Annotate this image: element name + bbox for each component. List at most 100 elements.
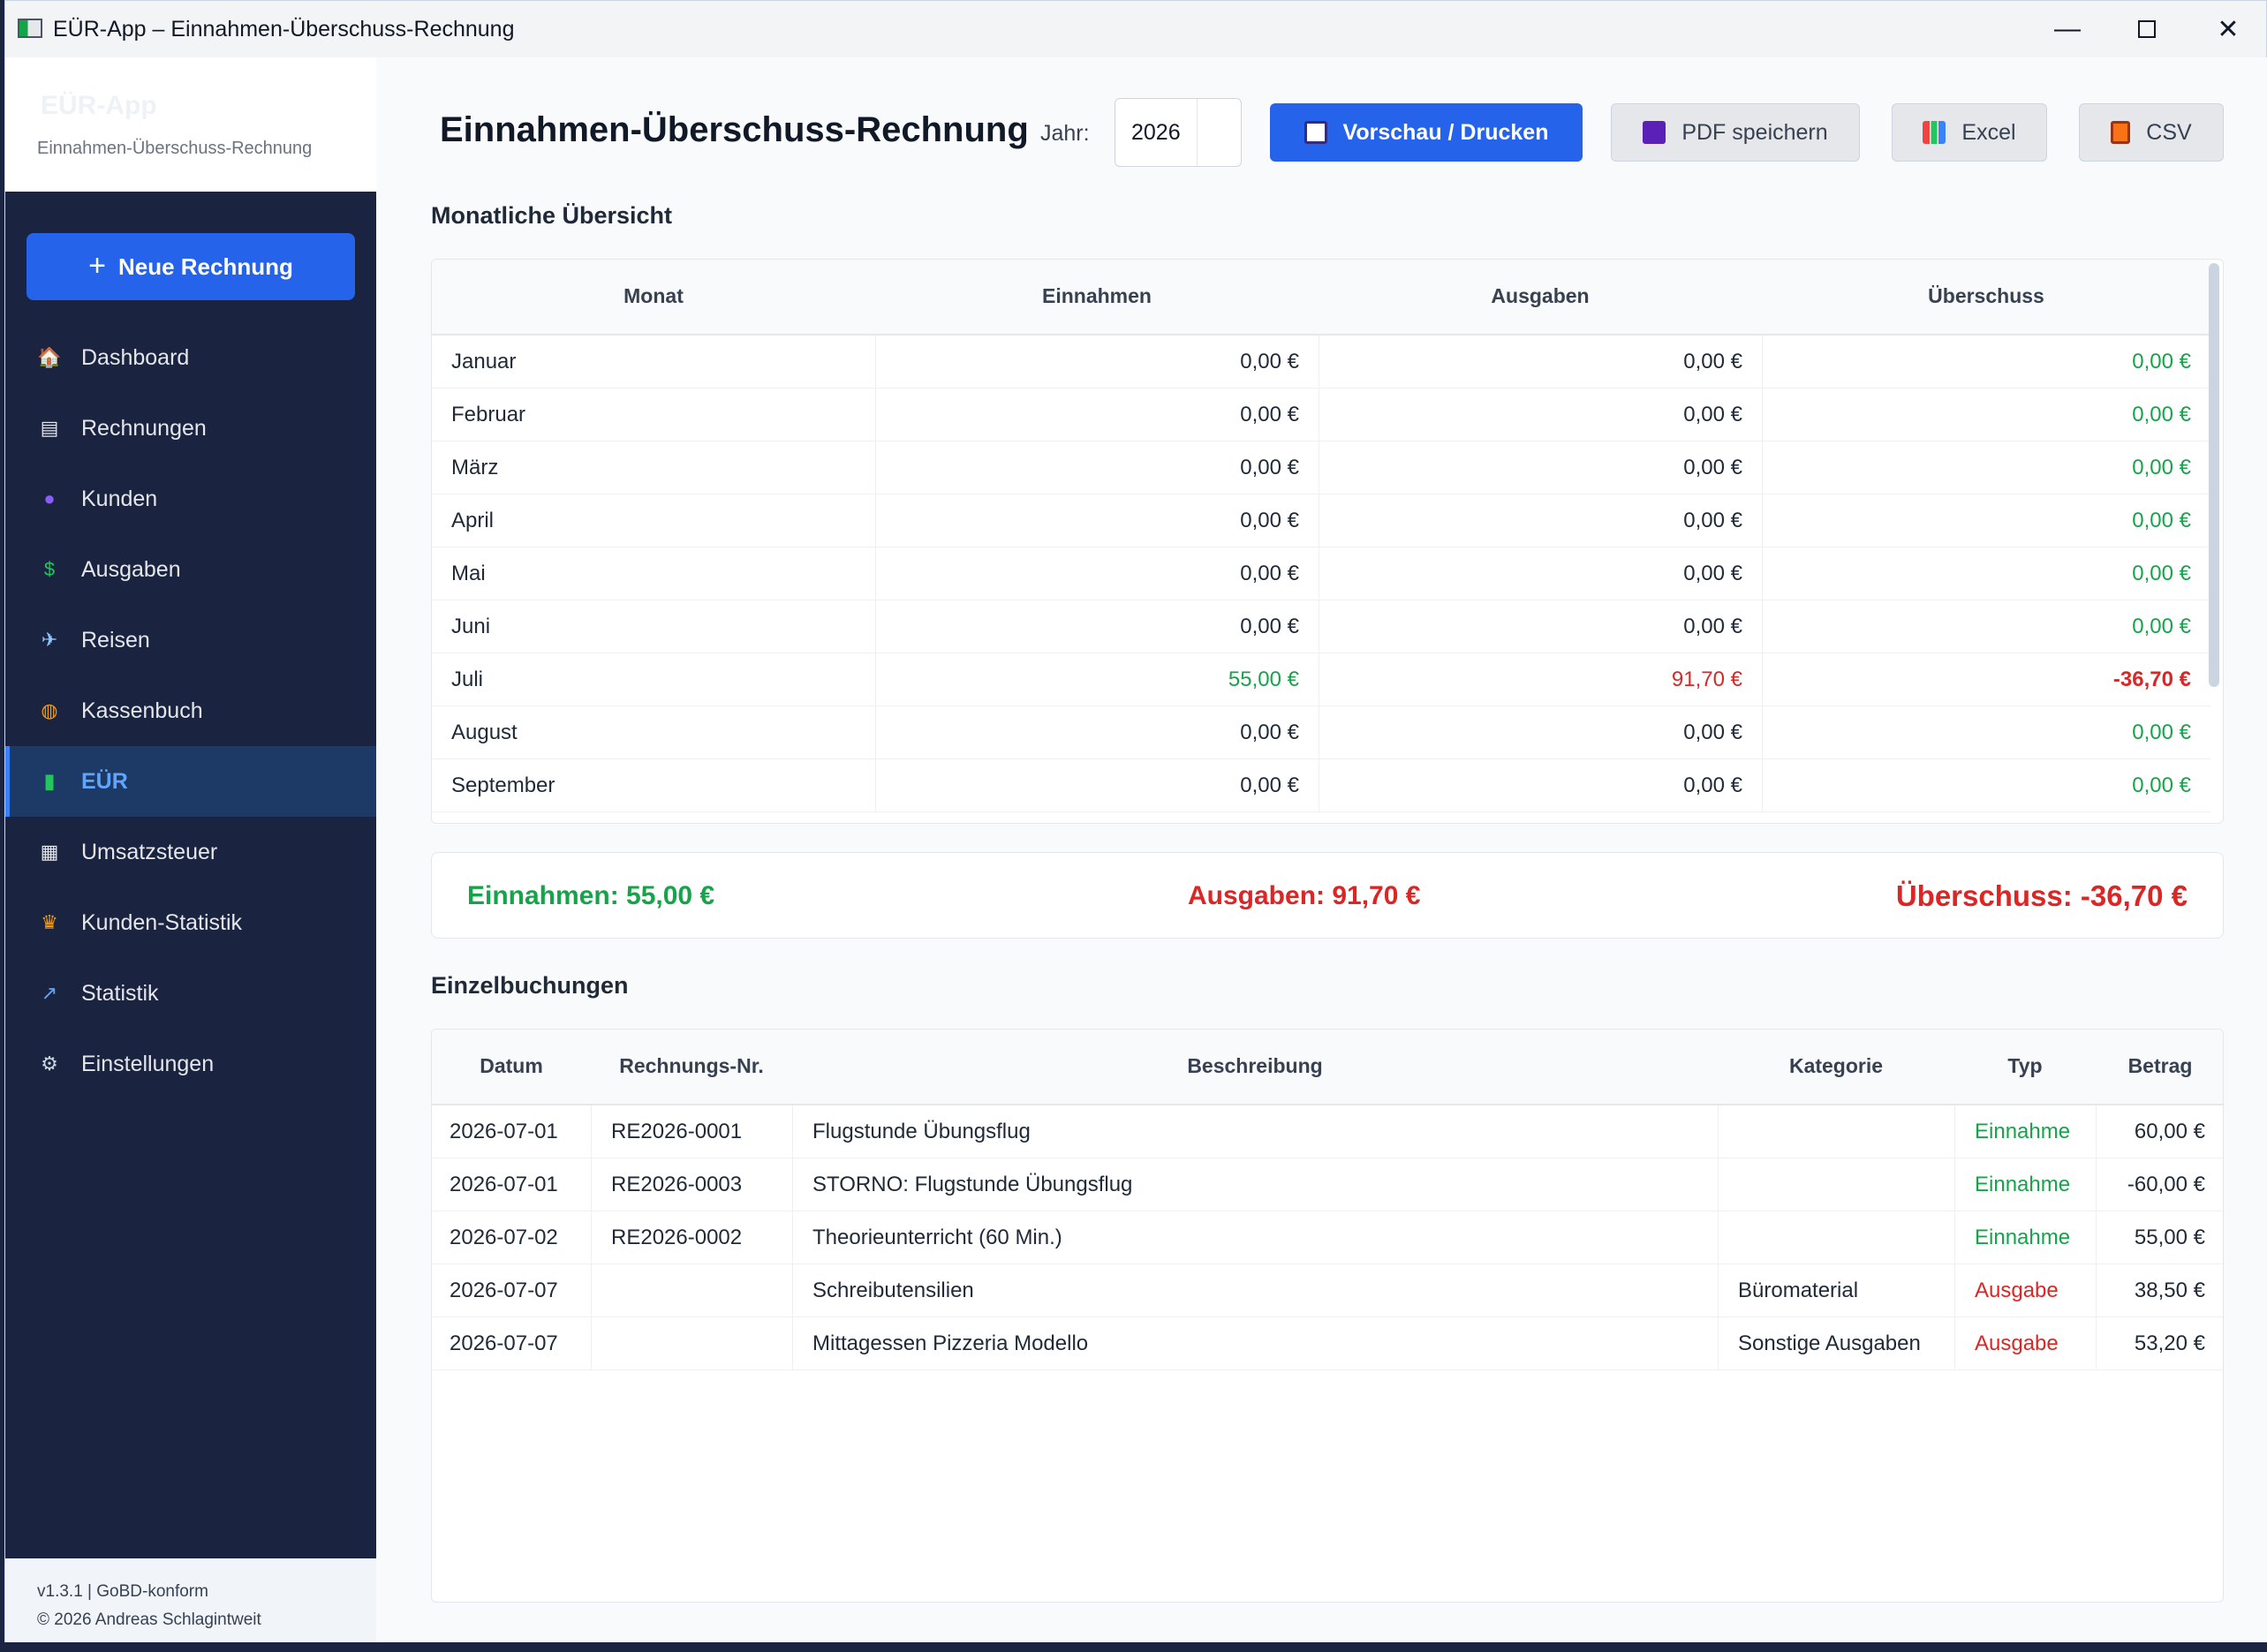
sidebar-nav: 🏠 Dashboard ▤ Rechnungen ● Kunden $ Ausgaben ✈ Re… [5, 322, 376, 1099]
income-cell: 0,00 € [875, 336, 1319, 388]
table-row[interactable]: März 0,00 €0,00 €0,00 € [432, 441, 2210, 494]
excel-export-button[interactable]: Excel [1892, 103, 2047, 162]
table-row[interactable]: Juli 55,00 €91,70 € -36,70 € [432, 653, 2210, 706]
preview-print-button[interactable]: Vorschau / Drucken [1270, 103, 1583, 162]
sidebar-footer: v1.3.1 | GoBD-konform © 2026 Andreas Sch… [5, 1558, 376, 1643]
table-row[interactable]: Januar 0,00 €0,00 €0,00 € [432, 336, 2210, 388]
income-cell: 0,00 € [875, 494, 1319, 547]
year-spin-buttons[interactable] [1197, 99, 1241, 166]
sidebar-item-kassenbuch[interactable]: ◍ Kassenbuch [5, 675, 376, 746]
table-row[interactable]: 2026-07-07 Schreibutensilien Büromaterial A… [432, 1264, 2223, 1317]
minimize-button[interactable]: — [2037, 10, 2098, 49]
monthly-table-scrollbar[interactable] [2209, 263, 2219, 687]
sidebar-item-reisen[interactable]: ✈ Reisen [5, 605, 376, 675]
income-cell: 0,00 € [875, 706, 1319, 759]
category-cell [1718, 1105, 1954, 1158]
amount-cell: 55,00 € [2096, 1211, 2223, 1264]
expenses-cell: 0,00 € [1319, 600, 1762, 653]
column-header-type[interactable]: Typ [2007, 1054, 2043, 1077]
category-cell [1718, 1211, 1954, 1264]
column-header-amount[interactable]: Betrag [2127, 1054, 2193, 1077]
date-cell: 2026-07-01 [450, 1120, 558, 1143]
invoice-number-cell [591, 1317, 792, 1370]
amount-cell: 60,00 € [2096, 1105, 2223, 1158]
description-cell: Mittagessen Pizzeria Modello [792, 1317, 1718, 1370]
money-wings-icon: $ [43, 558, 56, 580]
trend-chart-icon: ↗ [41, 982, 58, 1004]
expenses-cell: 91,70 € [1319, 653, 1762, 706]
sidebar-item-kunden-statistik[interactable]: ♛ Kunden-Statistik [5, 887, 376, 958]
column-header-income[interactable]: Einnahmen [1042, 284, 1152, 307]
table-row[interactable]: September 0,00 €0,00 €0,00 € [432, 759, 2210, 812]
sidebar-item-label: Kunden [81, 486, 158, 511]
table-row[interactable]: Mai 0,00 €0,00 €0,00 € [432, 547, 2210, 600]
column-header-expenses[interactable]: Ausgaben [1491, 284, 1590, 307]
csv-export-button[interactable]: CSV [2079, 103, 2224, 162]
brand-subtitle: Einnahmen-Überschuss-Rechnung [37, 139, 313, 158]
sidebar-item-ausgaben[interactable]: $ Ausgaben [5, 534, 376, 605]
document-icon: ▤ [40, 417, 59, 439]
invoice-number-cell: RE2026-0001 [591, 1105, 792, 1158]
surplus-cell: 0,00 € [1762, 706, 2210, 759]
maximize-icon [2138, 20, 2156, 38]
plus-icon: + [88, 248, 106, 283]
date-cell: 2026-07-01 [450, 1173, 558, 1196]
sidebar-item-rechnungen[interactable]: ▤ Rechnungen [5, 393, 376, 464]
sidebar-item-label: Umsatzsteuer [81, 839, 218, 864]
save-pdf-button[interactable]: PDF speichern [1611, 103, 1860, 162]
maximize-button[interactable] [2116, 10, 2178, 49]
surplus-cell: 0,00 € [1762, 600, 2210, 653]
sidebar-item-einstellungen[interactable]: ⚙ Einstellungen [5, 1029, 376, 1099]
sidebar-item-kunden[interactable]: ● Kunden [5, 464, 376, 534]
table-row[interactable]: 2026-07-02 RE2026-0002 Theorieunterricht (… [432, 1211, 2223, 1264]
bookings-table-header: Datum Rechnungs-Nr. Beschreibung Kategor… [432, 1030, 2223, 1105]
month-cell: Juni [451, 615, 491, 638]
main-content: Einnahmen-Überschuss-Rechnung Jahr: 2026… [376, 57, 2267, 1643]
table-row[interactable]: 2026-07-01 RE2026-0001 Flugstunde Übungsfl… [432, 1105, 2223, 1158]
type-cell: Einnahme [1954, 1211, 2096, 1264]
printer-icon [1304, 121, 1327, 144]
year-spinbox[interactable]: 2026 [1115, 98, 1242, 167]
sidebar-item-statistik[interactable]: ↗ Statistik [5, 958, 376, 1029]
total-surplus: Überschuss: -36,70 € [1895, 879, 2188, 912]
new-invoice-button[interactable]: + Neue Rechnung [26, 233, 355, 300]
column-header-month[interactable]: Monat [623, 284, 684, 307]
amount-cell: 53,20 € [2096, 1317, 2223, 1370]
monthly-section-title: Monatliche Übersicht [431, 202, 673, 229]
column-header-surplus[interactable]: Überschuss [1928, 284, 2044, 307]
close-button[interactable]: ✕ [2197, 10, 2259, 49]
description-cell: STORNO: Flugstunde Übungsflug [792, 1158, 1718, 1211]
bar-chart-icon [1923, 121, 1946, 144]
monthly-table-header: Monat Einnahmen Ausgaben Überschuss [432, 260, 2210, 336]
sidebar-item-label: Reisen [81, 627, 150, 653]
type-cell: Ausgabe [1954, 1264, 2096, 1317]
column-header-date[interactable]: Datum [480, 1054, 543, 1077]
surplus-cell: 0,00 € [1762, 441, 2210, 494]
surplus-cell: 0,00 € [1762, 759, 2210, 812]
surplus-cell: -36,70 € [1762, 653, 2210, 706]
sidebar-item-dashboard[interactable]: 🏠 Dashboard [5, 322, 376, 393]
close-icon: ✕ [2217, 14, 2240, 44]
income-cell: 0,00 € [875, 441, 1319, 494]
table-row[interactable]: Februar 0,00 €0,00 €0,00 € [432, 388, 2210, 441]
sidebar-item-label: EÜR [81, 768, 128, 794]
table-row[interactable]: 2026-07-01 RE2026-0003 STORNO: Flugstunde … [432, 1158, 2223, 1211]
bookings-section-title: Einzelbuchungen [431, 972, 629, 999]
table-row[interactable]: Juni 0,00 €0,00 €0,00 € [432, 600, 2210, 653]
table-row[interactable]: 2026-07-07 Mittagessen Pizzeria Modello So… [432, 1317, 2223, 1370]
description-cell: Theorieunterricht (60 Min.) [792, 1211, 1718, 1264]
column-header-invoice-number[interactable]: Rechnungs-Nr. [619, 1054, 764, 1077]
trophy-icon: ♛ [41, 911, 58, 933]
month-cell: Mai [451, 562, 486, 585]
table-row[interactable]: August 0,00 €0,00 €0,00 € [432, 706, 2210, 759]
surplus-cell: 0,00 € [1762, 336, 2210, 388]
column-header-category[interactable]: Kategorie [1788, 1054, 1884, 1077]
year-value: 2026 [1131, 120, 1181, 145]
sidebar-item-umsatzsteuer[interactable]: ▦ Umsatzsteuer [5, 817, 376, 887]
description-cell: Flugstunde Übungsflug [792, 1105, 1718, 1158]
sidebar-item-label: Statistik [81, 980, 159, 1006]
column-header-description[interactable]: Beschreibung [1187, 1054, 1323, 1077]
category-cell: Sonstige Ausgaben [1718, 1317, 1954, 1370]
table-row[interactable]: April 0,00 €0,00 €0,00 € [432, 494, 2210, 547]
sidebar-item-eür[interactable]: ▮ EÜR [5, 746, 376, 817]
